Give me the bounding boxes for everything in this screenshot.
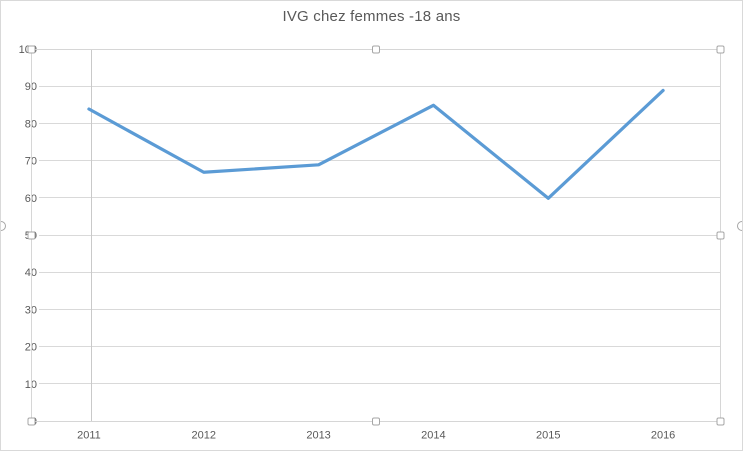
plot-area-selection[interactable] bbox=[27, 45, 725, 426]
y-axis[interactable]: 0102030405060708090100 bbox=[19, 44, 92, 428]
x-tick-label-2011: 2011 bbox=[77, 430, 101, 442]
series-line-group[interactable] bbox=[87, 88, 665, 200]
y-tick-label-10: 10 bbox=[25, 379, 37, 391]
selection-handle-bottom-center[interactable] bbox=[372, 417, 380, 426]
x-tick-label-2016: 2016 bbox=[651, 430, 675, 442]
selection-handle-top-right[interactable] bbox=[716, 45, 725, 54]
y-tick-label-40: 40 bbox=[25, 267, 37, 279]
selection-handle-bottom-left[interactable] bbox=[27, 417, 36, 426]
x-tick-label-2013: 2013 bbox=[306, 430, 330, 442]
y-tick-label-20: 20 bbox=[25, 342, 37, 354]
y-tick-label-90: 90 bbox=[25, 81, 37, 93]
chart-handle-right[interactable] bbox=[737, 221, 743, 231]
y-tick-label-60: 60 bbox=[25, 193, 37, 205]
y-tick-label-70: 70 bbox=[25, 156, 37, 168]
selection-handle-top-left[interactable] bbox=[27, 45, 36, 54]
y-tick-label-80: 80 bbox=[25, 118, 37, 130]
gridlines bbox=[39, 49, 721, 384]
x-tick-label-2015: 2015 bbox=[536, 430, 560, 442]
selection-handle-top-center[interactable] bbox=[372, 45, 380, 54]
selection-handle-middle-right[interactable] bbox=[716, 231, 725, 240]
x-tick-label-2012: 2012 bbox=[192, 430, 216, 442]
selection-handle-middle-left[interactable] bbox=[27, 231, 36, 240]
chart-title[interactable]: IVG chez femmes -18 ans bbox=[282, 8, 461, 25]
chart-handle-left[interactable] bbox=[1, 221, 6, 231]
series-line[interactable] bbox=[87, 88, 665, 200]
chart-object-handles[interactable] bbox=[1, 221, 743, 231]
y-tick-label-30: 30 bbox=[25, 304, 37, 316]
x-tick-label-2014: 2014 bbox=[421, 430, 445, 442]
selection-handle-bottom-right[interactable] bbox=[716, 417, 725, 426]
